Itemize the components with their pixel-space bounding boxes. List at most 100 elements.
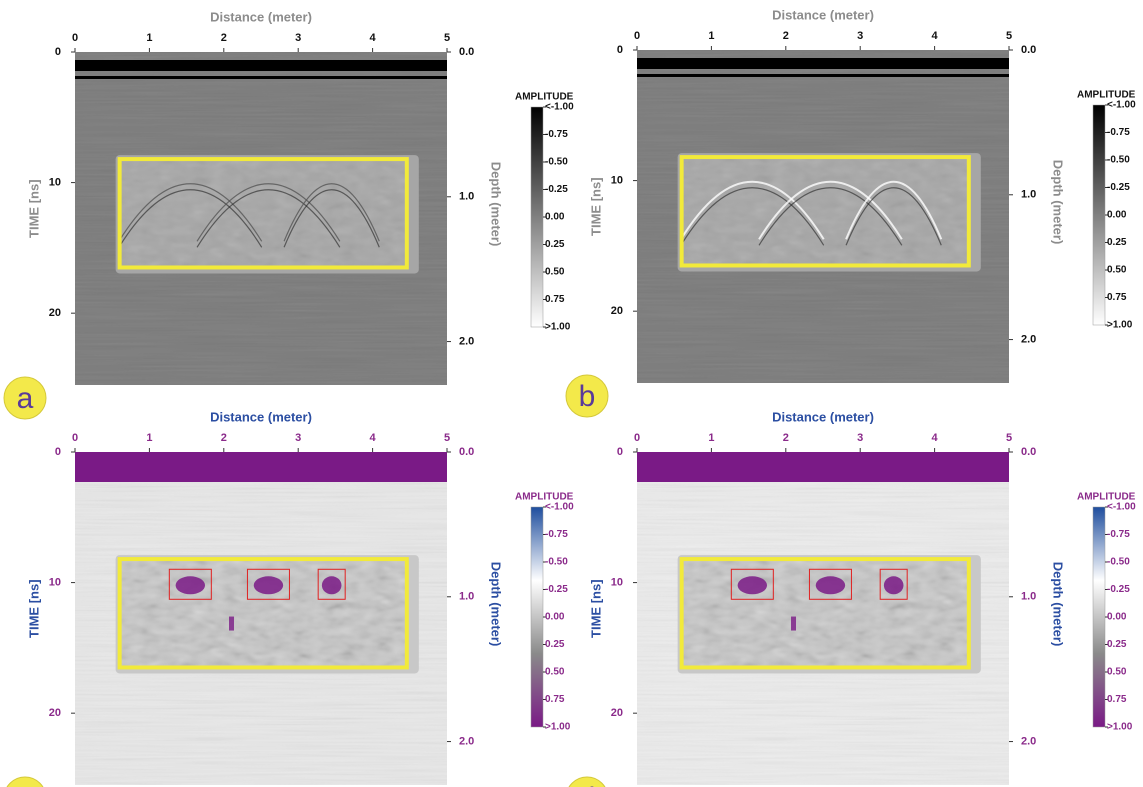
y-axis-title: TIME [ns] xyxy=(588,579,603,638)
colorbar-tick-label: 0.25 xyxy=(1107,639,1127,650)
y-tick-label: 20 xyxy=(49,307,61,319)
x-tick-label: 2 xyxy=(221,32,227,44)
x-tick-label: 5 xyxy=(1006,30,1012,42)
y2-axis-title: Depth (meter) xyxy=(1051,160,1066,245)
target-signal xyxy=(229,617,234,631)
colorbar-tick-label: 0.00 xyxy=(1107,210,1127,221)
colorbar xyxy=(531,507,543,727)
y2-tick-label: 2.0 xyxy=(1021,735,1036,747)
panel: 012345Distance (meter)01020TIME [ns]0.01… xyxy=(4,9,574,419)
y-tick-label: 0 xyxy=(55,446,61,458)
colorbar-tick-label: 0.50 xyxy=(1107,667,1127,678)
x-axis-title: Distance (meter) xyxy=(772,7,874,22)
panel-letter: b xyxy=(579,380,596,413)
y-tick-label: 10 xyxy=(611,576,623,588)
colorbar-tick-label: -0.25 xyxy=(545,584,568,595)
x-tick-label: 4 xyxy=(370,32,377,44)
colorbar-tick-label: -0.25 xyxy=(1107,182,1130,193)
x-axis-title: Distance (meter) xyxy=(772,409,874,424)
colorbar-tick-label: <-1.00 xyxy=(1107,100,1136,111)
target-signal xyxy=(791,617,796,631)
colorbar xyxy=(1093,507,1105,727)
colorbar-tick-label: <-1.00 xyxy=(1107,502,1136,513)
y-tick-label: 10 xyxy=(49,176,61,188)
panel-letter: a xyxy=(17,382,34,415)
x-tick-label: 2 xyxy=(783,432,789,444)
x-tick-label: 4 xyxy=(932,432,939,444)
x-tick-label: 3 xyxy=(857,432,863,444)
colorbar-tick-label: -0.75 xyxy=(545,529,568,540)
target-signal xyxy=(254,576,283,594)
y-tick-label: 0 xyxy=(617,44,623,56)
colorbar-tick-label: >1.00 xyxy=(1107,320,1133,331)
colorbar-tick-label: -0.75 xyxy=(545,129,568,140)
target-signal xyxy=(322,576,342,594)
colorbar-tick-label: 0.00 xyxy=(545,212,565,223)
y-tick-label: 20 xyxy=(611,707,623,719)
y2-tick-label: 1.0 xyxy=(1021,591,1036,603)
panel-letter: c xyxy=(18,782,33,787)
x-tick-label: 5 xyxy=(444,432,450,444)
colorbar xyxy=(531,107,543,327)
surface-band xyxy=(75,452,447,482)
surface-band xyxy=(75,60,447,71)
y2-tick-label: 1.0 xyxy=(459,191,474,203)
x-tick-label: 0 xyxy=(72,432,78,444)
colorbar-tick-label: >1.00 xyxy=(545,322,571,333)
x-tick-label: 3 xyxy=(857,30,863,42)
colorbar-tick-label: 0.25 xyxy=(545,639,565,650)
y2-tick-label: 2.0 xyxy=(459,335,474,347)
y-tick-label: 10 xyxy=(49,576,61,588)
colorbar-tick-label: 0.75 xyxy=(1107,292,1127,303)
colorbar-tick-label: >1.00 xyxy=(1107,722,1133,733)
y2-tick-label: 0.0 xyxy=(1021,44,1036,56)
colorbar-tick-label: <-1.00 xyxy=(545,102,574,113)
y-tick-label: 10 xyxy=(611,174,623,186)
x-tick-label: 0 xyxy=(72,32,78,44)
y-tick-label: 20 xyxy=(611,305,623,317)
roi-texture xyxy=(120,559,407,667)
y2-tick-label: 2.0 xyxy=(1021,333,1036,345)
colorbar xyxy=(1093,105,1105,325)
colorbar-tick-label: -0.25 xyxy=(545,184,568,195)
x-tick-label: 2 xyxy=(221,432,227,444)
panel-letter: d xyxy=(579,782,596,787)
colorbar-tick-label: 0.00 xyxy=(1107,612,1127,623)
x-tick-label: 0 xyxy=(634,432,640,444)
colorbar-tick-label: -0.25 xyxy=(1107,584,1130,595)
y-tick-label: 20 xyxy=(49,707,61,719)
y2-tick-label: 0.0 xyxy=(1021,446,1036,458)
y2-tick-label: 1.0 xyxy=(1021,189,1036,201)
target-signal xyxy=(738,576,767,594)
x-tick-label: 5 xyxy=(444,32,450,44)
roi-texture xyxy=(682,157,969,265)
x-tick-label: 0 xyxy=(634,30,640,42)
roi-texture xyxy=(682,559,969,667)
x-tick-label: 1 xyxy=(146,432,152,444)
surface-band xyxy=(637,452,1009,482)
colorbar-tick-label: 0.25 xyxy=(545,239,565,250)
surface-band xyxy=(75,76,447,79)
roi-texture xyxy=(120,159,407,267)
target-signal xyxy=(176,576,205,594)
y2-axis-title: Depth (meter) xyxy=(489,562,504,647)
x-tick-label: 1 xyxy=(708,30,714,42)
x-tick-label: 4 xyxy=(370,432,377,444)
y2-tick-label: 2.0 xyxy=(459,735,474,747)
colorbar-tick-label: 0.25 xyxy=(1107,237,1127,248)
colorbar-tick-label: 0.50 xyxy=(1107,265,1127,276)
y2-axis-title: Depth (meter) xyxy=(1051,562,1066,647)
x-tick-label: 4 xyxy=(932,30,939,42)
panel: 0 1 2 3 4 5 Distance (meter) 0 10 20 TIME [ns] 0.0 1… xyxy=(566,7,1136,417)
colorbar-tick-label: -0.75 xyxy=(1107,529,1130,540)
y2-tick-label: 0.0 xyxy=(459,46,474,58)
colorbar-tick-label: 0.50 xyxy=(545,667,565,678)
x-tick-label: 1 xyxy=(708,432,714,444)
x-tick-label: 2 xyxy=(783,30,789,42)
y-axis-title: TIME [ns] xyxy=(588,177,603,236)
colorbar-tick-label: 0.75 xyxy=(545,294,565,305)
surface-band xyxy=(637,58,1009,69)
colorbar-tick-label: >1.00 xyxy=(545,722,571,733)
